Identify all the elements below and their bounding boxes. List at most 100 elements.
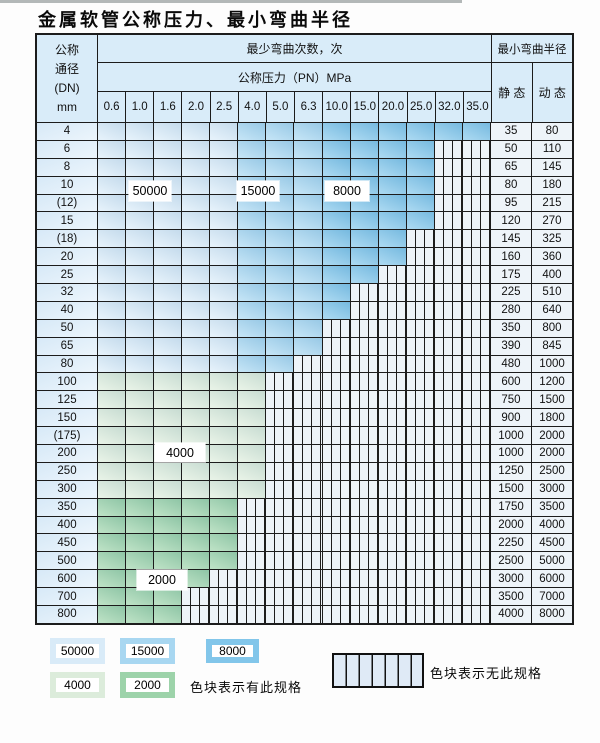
table-body: 4 35 80 6 50 110 8 65 145 10 80 180 (12) 95 215 15 120 27…	[37, 123, 572, 623]
matrix-cell	[210, 266, 238, 284]
static-radius-value: 600	[490, 373, 531, 391]
matrix-cell	[182, 462, 210, 480]
matrix-cell	[182, 123, 210, 140]
matrix-cell	[350, 534, 378, 552]
matrix-cell	[182, 570, 210, 588]
dynamic-radius-value: 325	[531, 230, 572, 248]
dn-column-header: 公称 通径 (DN) mm	[37, 35, 97, 122]
static-radius-value: 50	[490, 140, 531, 158]
matrix-cell	[154, 301, 182, 319]
matrix-cell	[462, 212, 490, 230]
matrix-cell	[182, 427, 210, 445]
matrix-cell	[378, 606, 406, 623]
dn-value: 150	[37, 409, 97, 427]
matrix-cell	[294, 230, 322, 248]
dynamic-radius-value: 5000	[531, 552, 572, 570]
matrix-cell	[322, 552, 350, 570]
matrix-cell	[294, 284, 322, 301]
matrix-cell	[182, 606, 210, 623]
dn-header-line: (DN)	[54, 80, 80, 95]
matrix-cell	[462, 248, 490, 266]
matrix-cell	[126, 462, 154, 480]
matrix-cell	[350, 462, 378, 480]
matrix-cell	[462, 194, 490, 212]
matrix-cell	[154, 158, 182, 176]
matrix-cell	[406, 158, 434, 176]
dynamic-radius-value: 270	[531, 212, 572, 230]
matrix-cell	[266, 427, 294, 445]
matrix-cell	[182, 552, 210, 570]
dn-header-line: 公称	[54, 42, 79, 57]
legend-has-spec-text: 色块表示有此规格	[190, 680, 303, 695]
dynamic-radius-value: 3000	[531, 480, 572, 498]
matrix-cell	[322, 588, 350, 606]
matrix-cell	[154, 480, 182, 498]
matrix-cell	[266, 284, 294, 301]
static-radius-value: 480	[490, 355, 531, 373]
pressure-column-header: 20.0	[379, 92, 407, 122]
matrix-cell	[210, 606, 238, 623]
matrix-cell	[98, 140, 126, 158]
matrix-cell	[294, 248, 322, 266]
matrix-cell	[322, 445, 350, 462]
matrix-cell	[294, 498, 322, 516]
matrix-cell	[238, 498, 266, 516]
dn-value: 700	[37, 588, 97, 606]
matrix-cell	[378, 123, 406, 140]
matrix-cell	[406, 480, 434, 498]
matrix-cell	[126, 391, 154, 409]
dynamic-radius-value: 3500	[531, 498, 572, 516]
static-radius-value: 390	[490, 337, 531, 355]
matrix-cell	[154, 516, 182, 534]
dynamic-radius-value: 145	[531, 158, 572, 176]
matrix-cell	[294, 462, 322, 480]
bend-times-header: 最少弯曲次数，次	[98, 35, 491, 62]
matrix-cell	[182, 194, 210, 212]
matrix-cell	[266, 373, 294, 391]
matrix-cell	[434, 230, 462, 248]
matrix-cell	[406, 427, 434, 445]
static-header: 静 态	[492, 63, 532, 122]
dynamic-radius-value: 215	[531, 194, 572, 212]
dn-value: 600	[37, 570, 97, 588]
dynamic-radius-value: 2000	[531, 427, 572, 445]
matrix-cell	[154, 391, 182, 409]
matrix-cell	[434, 266, 462, 284]
static-radius-value: 900	[490, 409, 531, 427]
matrix-cell	[378, 301, 406, 319]
matrix-cell	[126, 140, 154, 158]
matrix-cell	[322, 462, 350, 480]
matrix-cell	[210, 498, 238, 516]
matrix-cell	[322, 373, 350, 391]
pressure-column-header: 1.0	[126, 92, 154, 122]
matrix-cell	[462, 301, 490, 319]
matrix-cell	[126, 301, 154, 319]
matrix-cell	[154, 319, 182, 337]
matrix-cell	[126, 409, 154, 427]
matrix-cell	[434, 462, 462, 480]
matrix-cell	[406, 176, 434, 194]
matrix-cell	[238, 140, 266, 158]
matrix-cell	[378, 337, 406, 355]
dn-value: 450	[37, 534, 97, 552]
matrix-cell	[126, 337, 154, 355]
matrix-cell	[266, 534, 294, 552]
matrix-cell	[182, 212, 210, 230]
matrix-cell	[322, 319, 350, 337]
matrix-cell	[294, 140, 322, 158]
matrix-cell	[238, 516, 266, 534]
matrix-cell	[350, 158, 378, 176]
dn-value: 300	[37, 480, 97, 498]
matrix-cell	[98, 534, 126, 552]
matrix-cell	[406, 248, 434, 266]
matrix-cell	[406, 123, 434, 140]
matrix-cell	[98, 391, 126, 409]
matrix-cell	[126, 552, 154, 570]
matrix-cell	[98, 409, 126, 427]
matrix-cell	[434, 355, 462, 373]
dynamic-radius-value: 80	[531, 123, 572, 140]
dynamic-radius-value: 7000	[531, 588, 572, 606]
matrix-cell	[350, 337, 378, 355]
matrix-cell	[434, 212, 462, 230]
matrix-cell	[378, 158, 406, 176]
